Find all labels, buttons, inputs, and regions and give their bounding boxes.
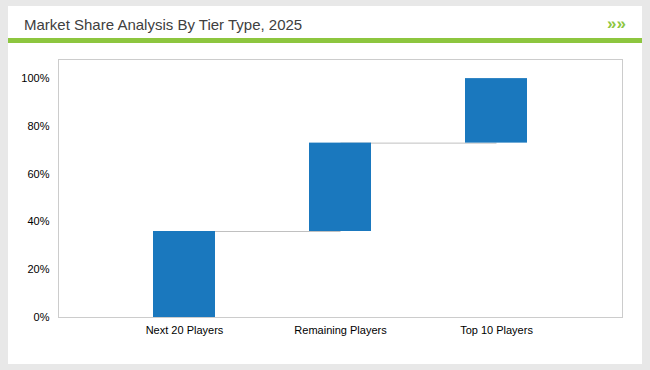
- html-text:Market Share Analysis By Tier: Market Share Analysis By Tier Type, 2025: [24, 15, 303, 33]
- svg-text:Remaining Players: Remaining Players: [294, 324, 387, 336]
- svg-text:Next 20 Players: Next 20 Players: [146, 324, 224, 336]
- svg-text:0%: 0%: [34, 311, 50, 323]
- svg-text:40%: 40%: [27, 215, 49, 227]
- svg-text:60%: 60%: [27, 168, 49, 180]
- svg-text:100%: 100%: [21, 72, 49, 84]
- svg-text:80%: 80%: [27, 120, 49, 132]
- svg-text:20%: 20%: [27, 263, 49, 275]
- svg-text:Top 10 Players: Top 10 Players: [460, 324, 533, 336]
